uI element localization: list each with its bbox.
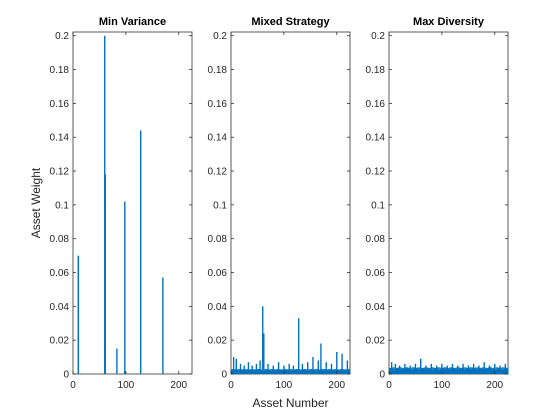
y-tick-label: 0.1 bbox=[371, 200, 385, 211]
y-tick-label: 0.18 bbox=[366, 65, 386, 76]
y-tick-label: 0.18 bbox=[50, 65, 70, 76]
y-tick-label: 0.02 bbox=[208, 336, 228, 347]
y-tick-label: 0.16 bbox=[50, 99, 70, 110]
panel-title: Mixed Strategy bbox=[251, 16, 330, 28]
y-tick-label: 0.1 bbox=[213, 200, 227, 211]
axes-box bbox=[230, 31, 351, 375]
y-tick-label: 0.04 bbox=[366, 302, 386, 313]
y-tick-label: 0.18 bbox=[208, 65, 228, 76]
y-tick-label: 0.04 bbox=[208, 302, 228, 313]
y-tick-label: 0.16 bbox=[366, 99, 386, 110]
x-tick-label: 0 bbox=[228, 380, 234, 391]
panel-title: Max Diversity bbox=[413, 16, 485, 28]
y-tick-label: 0 bbox=[379, 370, 385, 381]
y-tick-label: 0.02 bbox=[50, 336, 70, 347]
y-tick-label: 0.2 bbox=[371, 31, 385, 42]
y-tick-label: 0.08 bbox=[50, 234, 70, 245]
x-tick-label: 200 bbox=[328, 380, 345, 391]
y-tick-label: 0.14 bbox=[366, 133, 386, 144]
y-axis-label: Asset Weight bbox=[29, 167, 43, 238]
y-tick-label: 0.02 bbox=[366, 336, 386, 347]
x-tick-label: 200 bbox=[486, 380, 503, 391]
y-tick-label: 0 bbox=[221, 370, 227, 381]
panel-3: 0 0.02 0.04 0.06 0.08 0.1 0.12 0.14 0.16 0.18 0.2 0… bbox=[366, 16, 509, 391]
x-tick-label: 200 bbox=[170, 380, 187, 391]
x-tick-label: 100 bbox=[118, 380, 135, 391]
y-tick-label: 0.12 bbox=[366, 167, 386, 178]
x-tick-label: 100 bbox=[276, 380, 293, 391]
x-axis-label: Asset Number bbox=[252, 396, 328, 410]
y-tick-label: 0.12 bbox=[208, 167, 228, 178]
y-tick-label: 0.08 bbox=[208, 234, 228, 245]
y-tick-label: 0.16 bbox=[208, 99, 228, 110]
y-tick-label: 0.14 bbox=[50, 133, 70, 144]
panel-1: 0 0.02 0.04 0.06 0.08 0.1 0.12 0.14 0.16 0.18 0.2 0… bbox=[29, 16, 193, 391]
panel-title: Min Variance bbox=[99, 16, 166, 28]
y-tick-label: 0.06 bbox=[208, 268, 228, 279]
y-tick-label: 0.06 bbox=[366, 268, 386, 279]
axes-box bbox=[72, 31, 193, 375]
y-tick-label: 0 bbox=[63, 370, 69, 381]
y-tick-label: 0.04 bbox=[50, 302, 70, 313]
x-tick-label: 100 bbox=[434, 380, 451, 391]
y-tick-label: 0.12 bbox=[50, 167, 70, 178]
y-tick-label: 0.2 bbox=[213, 31, 227, 42]
panels-container: 0 0.02 0.04 0.06 0.08 0.1 0.12 0.14 0.16 0.18 0.2 0… bbox=[29, 16, 509, 410]
panel-2: 0 0.02 0.04 0.06 0.08 0.1 0.12 0.14 0.16 0.18 0.2 0… bbox=[208, 16, 351, 410]
x-tick-label: 0 bbox=[386, 380, 392, 391]
y-tick-label: 0.1 bbox=[55, 200, 69, 211]
y-tick-label: 0.14 bbox=[208, 133, 228, 144]
axes-box bbox=[388, 31, 509, 375]
y-tick-label: 0.08 bbox=[366, 234, 386, 245]
y-tick-label: 0.06 bbox=[50, 268, 70, 279]
y-tick-label: 0.2 bbox=[55, 31, 69, 42]
x-tick-label: 0 bbox=[70, 380, 76, 391]
